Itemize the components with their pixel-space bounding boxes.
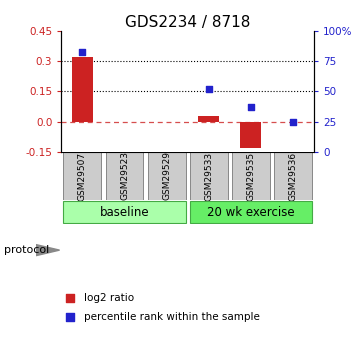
Text: GSM29507: GSM29507 — [78, 151, 87, 200]
Text: 20 wk exercise: 20 wk exercise — [207, 206, 295, 219]
Text: protocol: protocol — [4, 245, 49, 255]
Text: GSM29529: GSM29529 — [162, 151, 171, 200]
FancyBboxPatch shape — [274, 152, 312, 200]
Point — [290, 119, 296, 124]
FancyBboxPatch shape — [232, 152, 270, 200]
Polygon shape — [36, 245, 60, 256]
Bar — [240, 121, 261, 148]
Bar — [72, 57, 93, 121]
Text: GSM29533: GSM29533 — [204, 151, 213, 200]
Point — [67, 315, 73, 320]
Text: percentile rank within the sample: percentile rank within the sample — [84, 313, 260, 322]
Point — [67, 295, 73, 301]
Text: log2 ratio: log2 ratio — [84, 293, 135, 303]
Text: GSM29536: GSM29536 — [288, 151, 297, 200]
Point — [248, 104, 254, 110]
FancyBboxPatch shape — [105, 152, 144, 200]
Point — [79, 49, 85, 54]
FancyBboxPatch shape — [190, 152, 228, 200]
Text: baseline: baseline — [100, 206, 149, 219]
Bar — [198, 116, 219, 121]
Text: GSM29535: GSM29535 — [247, 151, 255, 200]
FancyBboxPatch shape — [64, 152, 101, 200]
FancyBboxPatch shape — [190, 201, 312, 223]
Point — [206, 86, 212, 92]
FancyBboxPatch shape — [64, 201, 186, 223]
FancyBboxPatch shape — [148, 152, 186, 200]
Text: GSM29523: GSM29523 — [120, 151, 129, 200]
Title: GDS2234 / 8718: GDS2234 / 8718 — [125, 15, 251, 30]
